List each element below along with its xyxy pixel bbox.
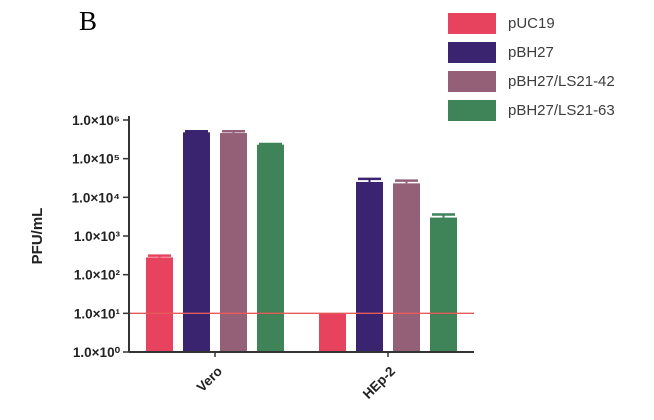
bar xyxy=(183,132,210,352)
legend-swatch xyxy=(448,100,496,121)
bar xyxy=(393,183,420,352)
legend-label: pUC19 xyxy=(508,15,555,32)
y-tick-label: 1.0×10³ xyxy=(74,229,121,244)
y-tick-label: 1.0×10⁶ xyxy=(72,113,120,128)
bar xyxy=(146,257,173,352)
legend-swatch xyxy=(448,42,496,63)
legend-item: pBH27 xyxy=(448,38,615,67)
legend-label: pBH27/LS21-42 xyxy=(508,73,615,90)
bar xyxy=(356,181,383,352)
legend-item: pBH27/LS21-42 xyxy=(448,67,615,96)
y-tick-label: 1.0×10¹ xyxy=(74,306,121,321)
x-tick-label: Vero xyxy=(194,364,225,395)
panel-label: B xyxy=(79,6,98,36)
legend-swatch xyxy=(448,13,496,34)
bar xyxy=(220,133,247,352)
y-tick-label: 1.0×10² xyxy=(74,268,121,283)
y-tick-label: 1.0×10⁵ xyxy=(72,152,120,167)
bar xyxy=(257,144,284,352)
legend-item: pUC19 xyxy=(448,9,615,38)
y-tick-label: 1.0×10⁴ xyxy=(72,190,120,205)
legend-label: pBH27 xyxy=(508,44,554,61)
x-tick-label: HEp-2 xyxy=(360,364,398,402)
legend-label: pBH27/LS21-63 xyxy=(508,102,615,119)
bar xyxy=(430,217,457,352)
bar xyxy=(319,313,346,352)
legend: pUC19 pBH27 pBH27/LS21-42 pBH27/LS21-63 xyxy=(448,9,615,125)
y-tick-label: 1.0×10⁰ xyxy=(73,345,121,360)
legend-swatch xyxy=(448,71,496,92)
legend-item: pBH27/LS21-63 xyxy=(448,96,615,125)
y-axis-label: PFU/mL xyxy=(29,208,46,265)
